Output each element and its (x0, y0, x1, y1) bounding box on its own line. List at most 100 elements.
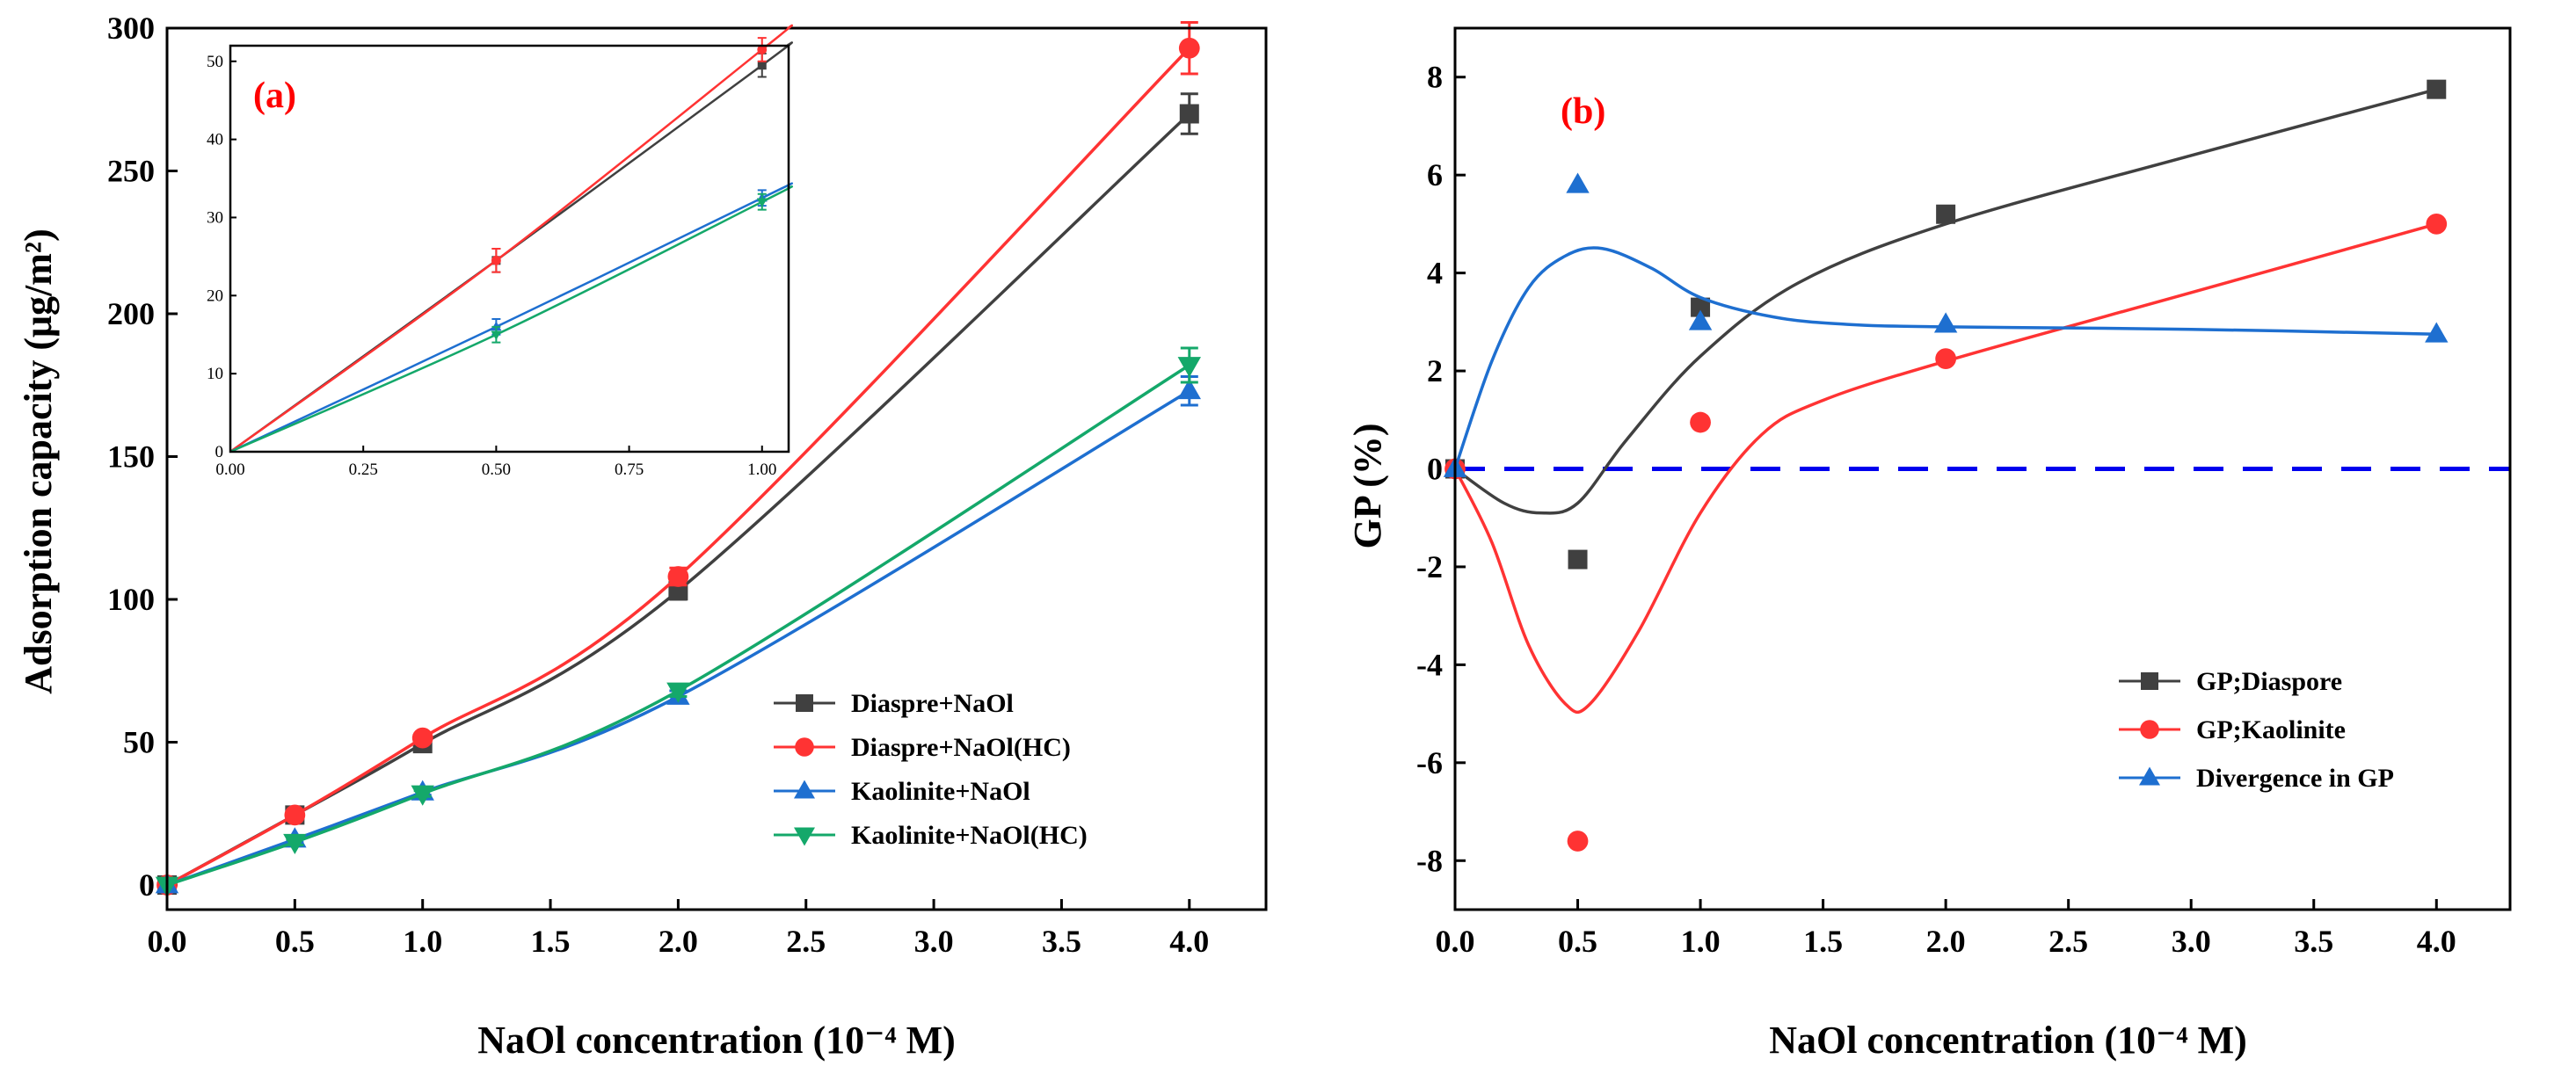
chart-a-x-tick-label: 3.0 (914, 924, 954, 959)
chart-b-data-point (1568, 549, 1588, 570)
chart-a-x-axis-label: NaOl concentration (10⁻⁴ M) (477, 1019, 956, 1062)
chart-a-y-tick-label: 250 (107, 154, 155, 189)
chart-a-x-tick-label: 4.0 (1169, 924, 1209, 959)
chart-b-data-point (1690, 411, 1711, 433)
chart-a-y-axis-label: Adsorption capacity (μg/m²) (17, 229, 60, 693)
chart-b-y-tick-label: 2 (1427, 353, 1443, 388)
chart-b-legend-marker (2140, 720, 2159, 739)
chart-a-y-tick-label: 0 (139, 867, 155, 903)
chart-a-data-point (283, 833, 307, 854)
chart-b-plot-frame (1453, 26, 2512, 911)
chart-b-fit-curve (1453, 246, 2437, 470)
chart-b-legend-label: GP;Diaspore (2196, 667, 2342, 696)
chart-b-data-point (1566, 172, 1590, 193)
chart-a-inset-y-tick-label: 50 (207, 53, 223, 71)
chart-b-x-tick-label: 1.0 (1681, 924, 1721, 959)
chart-b-x-axis-label: NaOl concentration (10⁻⁴ M) (1769, 1019, 2247, 1062)
chart-b-x-tick-label: 2.0 (1926, 924, 1966, 959)
chart-b-y-tick-label: 8 (1427, 60, 1443, 95)
chart-a-x-tick-label: 2.0 (659, 924, 698, 959)
chart-a-y-tick-label: 300 (107, 11, 155, 46)
chart-b-legend-marker (2141, 672, 2158, 690)
chart-b-x-tick-label: 0.5 (1558, 924, 1597, 959)
chart-a-inset-x-tick-label: 1.00 (747, 461, 776, 479)
chart-a-plot-frame (165, 26, 1268, 911)
chart-b-legend-label: Divergence in GP (2196, 764, 2394, 793)
chart-b-y-tick-label: -6 (1416, 745, 1443, 780)
chart-b-panel-label: (b) (1561, 91, 1605, 132)
chart-a-legend: Diaspre+NaOl Diaspre+NaOl(HC) Kaolinite+Na… (774, 689, 1088, 850)
chart-a-y-tick-label: 150 (107, 439, 155, 475)
chart-a-inset-y-tick-label: 30 (207, 208, 223, 227)
chart-b-data-point (2426, 214, 2448, 235)
chart-a-panel-label: (a) (253, 76, 296, 116)
chart-b-legend-marker (2139, 766, 2160, 786)
chart-a-legend-label: Kaolinite+NaOl (851, 777, 1030, 806)
chart-a-inset-data-point (491, 255, 501, 265)
chart-b-y-tick-label: 4 (1427, 256, 1443, 291)
chart-a-inset-x-tick-label: 0.75 (615, 461, 644, 479)
chart-a-inset-x-tick-label: 0.00 (215, 461, 244, 479)
chart-a-inset: 0.00 0.25 0.50 0.75 1.00 0 10 20 30 40 50 (a) (207, 24, 793, 479)
chart-b-y-tick-label: -2 (1416, 549, 1443, 584)
chart-a-data-point (411, 727, 433, 749)
chart-b-data-point (1691, 297, 1711, 317)
chart-b-data-point (1688, 309, 1713, 330)
chart-a-legend-label: Kaolinite+NaOl(HC) (851, 821, 1088, 850)
chart-a-legend-marker (794, 827, 815, 846)
chart-b-x-tick-label: 4.0 (2417, 924, 2456, 959)
chart-a-data-point (284, 804, 306, 826)
chart-a-inset-series-line (229, 24, 793, 453)
chart-a-legend-label: Diaspre+NaOl(HC) (851, 733, 1071, 762)
chart-b-y-tick-label: -8 (1416, 843, 1443, 878)
chart-b-legend: GP;Diaspore GP;Kaolinite Divergence in GP (2119, 667, 2394, 793)
chart-a-data-point (1177, 357, 1201, 378)
chart-b-data-point (1933, 312, 1958, 333)
chart-a-inset-data-point (491, 330, 502, 340)
chart-b-fit-curve (1453, 222, 2437, 715)
chart-a-x-tick-label: 0.5 (275, 924, 315, 959)
chart-b-data-point (1936, 204, 1956, 224)
chart-b-y-tick-label: 0 (1427, 452, 1443, 487)
chart-a-legend-marker (794, 780, 815, 799)
chart-a-inset-data-point (757, 45, 768, 54)
chart-a-y-tick-label: 50 (123, 725, 155, 760)
chart-a-y-tick-label: 200 (107, 296, 155, 331)
chart-b-y-axis-label: GP (%) (1346, 424, 1389, 549)
chart-b-x-tick-label: 3.0 (2172, 924, 2211, 959)
chart-b-y-tick-label: -4 (1416, 647, 1443, 682)
chart-a-x-tick-label: 2.5 (786, 924, 826, 959)
chart-a-legend-marker (795, 737, 814, 757)
chart-a-legend-marker (796, 694, 813, 712)
chart-b: GP (%) NaOl concentration (10⁻⁴ M) 0.0 0.… (1346, 26, 2512, 1062)
chart-b-data-point (2427, 79, 2447, 99)
chart-b-x-tick-label: 1.5 (1803, 924, 1843, 959)
chart-b-y-tick-label: 6 (1427, 157, 1443, 192)
chart-b-data-point (1567, 831, 1589, 852)
chart-a-data-point (1177, 379, 1201, 400)
chart-b-data-point (1935, 348, 1957, 370)
chart-a-data-point (667, 566, 689, 587)
chart-a-inset-data-point (757, 61, 767, 70)
chart-a-inset-y-tick-label: 0 (215, 443, 224, 461)
chart-a-data-point (1178, 37, 1200, 59)
chart-a-legend-label: Diaspre+NaOl (851, 689, 1014, 718)
chart-b-x-tick-label: 2.5 (2048, 924, 2088, 959)
chart-a-inset-frame (229, 44, 790, 453)
chart-a-inset-y-tick-label: 20 (207, 287, 223, 305)
chart-a-data-point (666, 682, 690, 703)
chart-a: Adsorption capacity (μg/m²) NaOl concent… (17, 11, 1268, 1062)
chart-a-data-point (1179, 104, 1199, 124)
chart-a-inset-y-tick-label: 10 (207, 365, 223, 383)
chart-a-inset-data-point (756, 198, 768, 207)
chart-a-inset-y-tick-label: 40 (207, 131, 223, 149)
chart-a-inset-x-tick-label: 0.50 (482, 461, 511, 479)
chart-a-x-tick-label: 0.0 (148, 924, 187, 959)
chart-a-x-tick-label: 3.5 (1042, 924, 1081, 959)
chart-b-x-tick-label: 3.5 (2294, 924, 2333, 959)
chart-a-inset-x-tick-label: 0.25 (349, 461, 378, 479)
chart-a-data-point (411, 785, 434, 806)
chart-a-x-tick-label: 1.5 (531, 924, 571, 959)
chart-b-x-tick-label: 0.0 (1436, 924, 1475, 959)
